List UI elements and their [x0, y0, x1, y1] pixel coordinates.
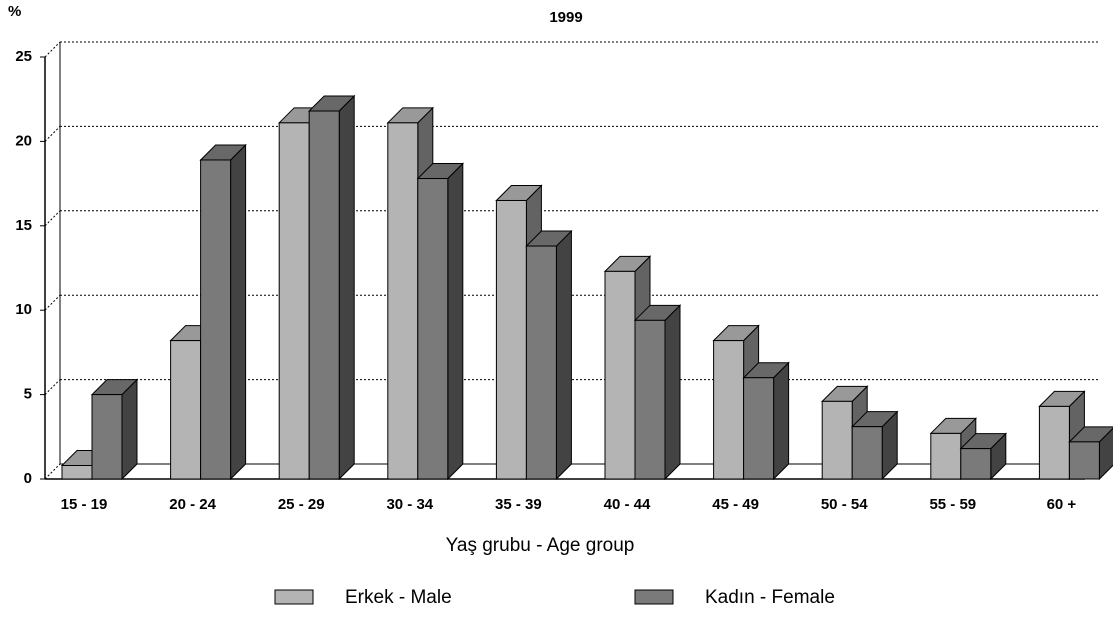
bar	[525, 229, 573, 481]
bar-side	[338, 94, 355, 481]
x-tick-label: 50 - 54	[821, 496, 868, 513]
bar-front	[604, 270, 636, 480]
legend-swatch	[274, 589, 314, 605]
bar-front	[495, 199, 527, 480]
bar-front	[417, 178, 449, 480]
x-tick-label: 35 - 39	[495, 496, 542, 513]
x-axis-label: Yaş grubu - Age group	[446, 535, 635, 556]
x-tick-label: 60 +	[1047, 496, 1077, 513]
bar	[633, 304, 682, 481]
bar	[742, 361, 790, 481]
bar-front	[61, 464, 93, 480]
x-tick-label: 25 - 29	[278, 496, 325, 513]
bar-front	[930, 432, 962, 480]
y-axis-label: %	[8, 3, 21, 20]
bar-side	[230, 143, 247, 481]
bar-side	[555, 229, 572, 481]
y-tick-label: 5	[24, 386, 32, 403]
bar-front	[278, 122, 310, 480]
bar-side	[664, 304, 681, 481]
bar-side	[773, 361, 790, 481]
y-tick-label: 10	[15, 301, 32, 318]
bar-front	[821, 400, 853, 480]
bar	[850, 410, 899, 481]
bar-front	[960, 448, 992, 480]
legend-swatch	[634, 589, 674, 605]
bar-front	[308, 110, 340, 480]
bar	[416, 162, 465, 481]
bar-front	[634, 319, 666, 480]
x-tick-label: 40 - 44	[604, 496, 651, 513]
bar	[1068, 426, 1113, 481]
bar-front	[1038, 405, 1070, 480]
bar	[307, 94, 356, 481]
y-tick-label: 20	[15, 132, 32, 149]
x-tick-label: 30 - 34	[386, 496, 433, 513]
bar-front	[851, 426, 883, 480]
legend-label: Erkek - Male	[345, 587, 452, 608]
bar-front	[525, 245, 557, 480]
bar-front	[170, 340, 202, 480]
depth-line	[44, 126, 61, 142]
depth-line	[44, 210, 61, 227]
depth-line	[44, 294, 61, 311]
y-tick-label: 15	[15, 217, 32, 234]
bar	[959, 432, 1008, 481]
bar-front	[743, 377, 775, 480]
y-tick-label: 25	[15, 48, 32, 65]
bar	[90, 378, 139, 481]
x-tick-label: 20 - 24	[169, 496, 216, 513]
bar-side	[121, 378, 138, 481]
bar-front	[713, 340, 745, 480]
depth-line	[44, 41, 61, 58]
bar-front	[1068, 441, 1100, 480]
legend-label: Kadın - Female	[705, 587, 835, 608]
x-tick-label: 55 - 59	[929, 496, 976, 513]
bar	[199, 143, 247, 481]
bar-side	[447, 162, 464, 481]
depth-line	[44, 463, 61, 480]
x-tick-label: 15 - 19	[61, 496, 108, 513]
y-tick-label: 0	[24, 470, 32, 487]
bar-front	[91, 394, 123, 480]
depth-line	[44, 379, 61, 395]
bar-front	[200, 159, 232, 480]
bar	[603, 255, 652, 481]
x-tick-label: 45 - 49	[712, 496, 759, 513]
bar-front	[387, 122, 419, 480]
chart-title: 1999	[549, 9, 582, 26]
